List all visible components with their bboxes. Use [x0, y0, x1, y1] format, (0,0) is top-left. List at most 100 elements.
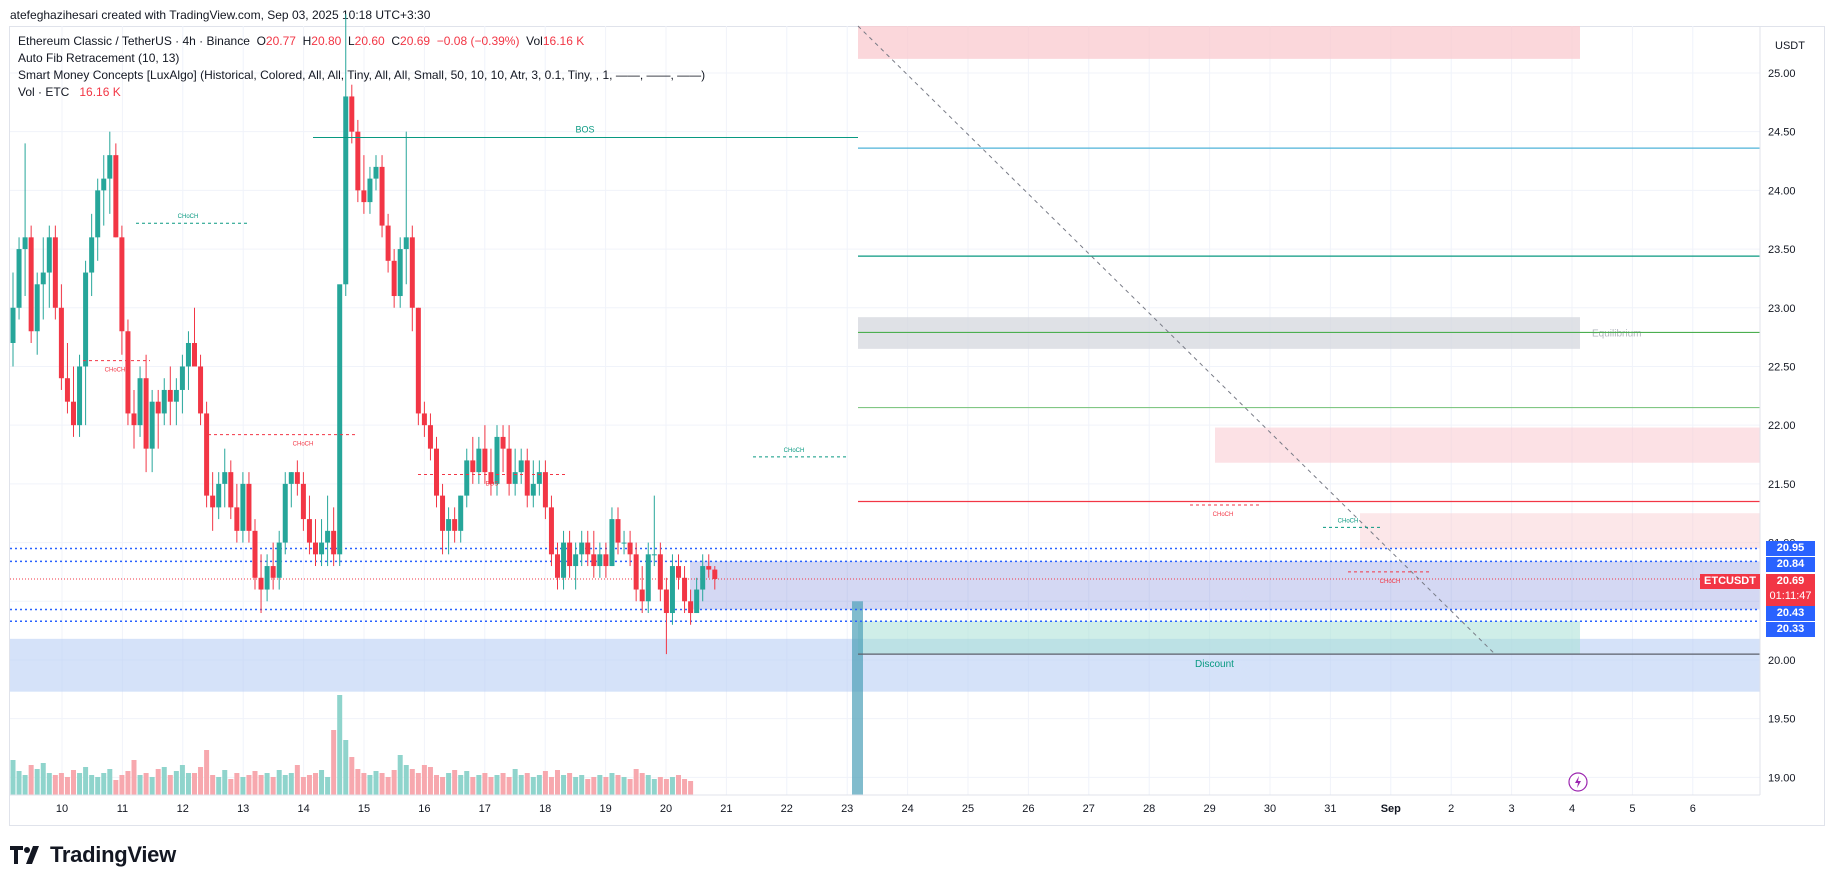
volume-bar	[210, 775, 216, 795]
volume-bar	[95, 777, 101, 795]
volume-bar	[561, 775, 567, 795]
structure-label: BOS	[575, 125, 594, 135]
volume-bar	[476, 775, 482, 795]
legend-low: 20.60	[354, 34, 385, 48]
volume-bar	[573, 777, 579, 795]
candle-body	[567, 542, 573, 567]
candle-body	[482, 448, 488, 473]
candle-body	[488, 472, 494, 484]
legend-symbol: Ethereum Classic / TetherUS · 4h · Binan…	[18, 34, 250, 48]
candle-body	[179, 366, 185, 390]
candle-body	[385, 225, 391, 261]
candle-body	[306, 519, 312, 543]
volume-bar	[500, 773, 506, 795]
volume-bar	[58, 773, 64, 795]
candle-body	[373, 166, 379, 179]
volume-bar	[288, 773, 294, 795]
candle-body	[10, 307, 16, 343]
volume-bar	[651, 779, 657, 795]
legend-volume-indicator[interactable]: Vol · ETC 16.16 K	[18, 85, 121, 99]
candle-body	[325, 530, 331, 543]
candle-body	[621, 542, 627, 544]
candle-body	[548, 507, 554, 555]
volume-bar	[434, 775, 439, 795]
structure-label: CHoCH	[178, 214, 199, 220]
candle-body	[319, 542, 325, 555]
volume-bar	[331, 730, 337, 795]
lightning-glyph	[1575, 776, 1581, 788]
time-tick-label: 25	[962, 803, 974, 815]
volume-bar	[192, 773, 197, 795]
time-tick-label: 24	[901, 803, 913, 815]
volume-spike-band	[852, 601, 863, 795]
candle-body	[555, 554, 560, 578]
legend-fib[interactable]: Auto Fib Retracement (10, 13)	[18, 51, 180, 65]
volume-bar	[161, 767, 167, 795]
price-tick-label: 19.50	[1768, 714, 1796, 726]
volume-bar	[167, 775, 173, 795]
structure-label: CHoCH	[1380, 579, 1401, 585]
level-label-20-43: 20.43	[1766, 606, 1815, 621]
symbol-label: ETCUSDT	[1700, 574, 1760, 589]
candle-body	[627, 542, 633, 555]
candle-body	[22, 237, 28, 250]
fvg-zone	[858, 621, 1580, 655]
volume-bar	[506, 777, 512, 795]
volume-bar	[458, 775, 464, 795]
volume-bar	[567, 773, 573, 795]
volume-bar	[597, 775, 603, 795]
volume-bar	[669, 777, 675, 795]
volume-bar	[579, 775, 585, 795]
time-tick-label: 31	[1324, 803, 1336, 815]
candle-body	[512, 472, 518, 484]
volume-bar	[40, 763, 46, 795]
candle-body	[276, 542, 282, 578]
candle-body	[506, 448, 512, 484]
candle-body	[585, 542, 591, 555]
candle-body	[403, 237, 409, 250]
candle-body	[58, 307, 64, 379]
supply-zone	[1215, 427, 1760, 463]
candle-body	[476, 448, 482, 473]
volume-bar	[349, 757, 355, 795]
candle-body	[427, 425, 433, 449]
candle-body	[52, 237, 58, 308]
volume-bar	[77, 773, 83, 795]
volume-bar	[46, 773, 52, 795]
price-tick-label: 19.00	[1768, 772, 1796, 784]
volume-bar	[101, 773, 107, 795]
candle-body	[264, 566, 270, 590]
candle-body	[228, 472, 234, 508]
volume-bar	[548, 777, 554, 795]
volume-bar	[585, 779, 591, 795]
candle-body	[125, 331, 131, 414]
time-tick-label: 28	[1143, 803, 1155, 815]
candle-body	[288, 472, 294, 484]
volume-bar	[125, 771, 131, 795]
volume-bar	[367, 775, 373, 795]
candle-body	[28, 237, 34, 332]
candle-body	[603, 554, 609, 567]
candle-body	[524, 460, 530, 496]
candle-body	[669, 566, 675, 614]
legend-smc[interactable]: Smart Money Concepts [LuxAlgo] (Historic…	[18, 68, 706, 82]
candle-body	[639, 589, 645, 602]
candle-body	[300, 483, 306, 520]
candle-body	[113, 155, 119, 238]
candle-body	[101, 178, 107, 191]
volume-bar	[282, 775, 288, 795]
volume-bar	[494, 775, 500, 795]
price-tick-label: 23.00	[1768, 303, 1796, 315]
time-tick-label: 2	[1448, 803, 1454, 815]
tradingview-logo[interactable]: TradingView	[10, 842, 176, 868]
time-tick-label: 22	[781, 803, 793, 815]
price-tick-label: 22.50	[1768, 361, 1796, 373]
candle-body	[706, 566, 712, 570]
last-price: 20.69	[1776, 575, 1805, 587]
volume-bar	[222, 770, 228, 795]
volume-bar	[10, 760, 16, 795]
chart-credit: atefeghazihesari created with TradingVie…	[10, 8, 431, 22]
volume-bar	[294, 765, 300, 795]
volume-bar	[264, 773, 270, 795]
